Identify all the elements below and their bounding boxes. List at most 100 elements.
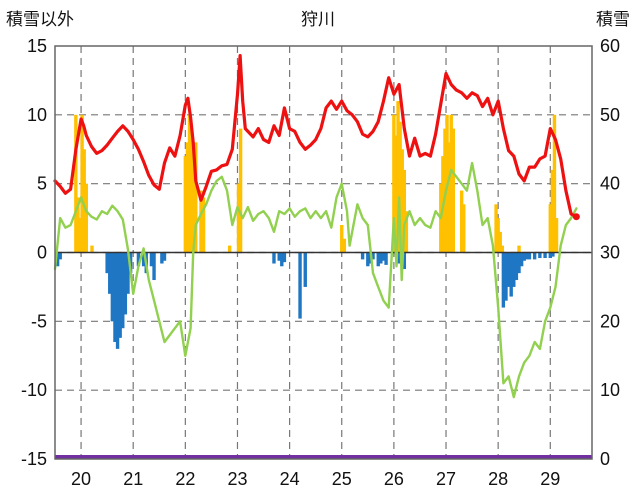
y-right-tick-label: 60 bbox=[600, 36, 620, 56]
y-right-tick-label: 0 bbox=[600, 449, 610, 469]
snow-bar bbox=[517, 245, 521, 253]
snow-bar bbox=[194, 142, 198, 253]
y-left-tick-label: 15 bbox=[27, 36, 47, 56]
snow-bar bbox=[498, 231, 502, 253]
y-left-tick-label: 0 bbox=[37, 243, 47, 263]
snow-bar bbox=[238, 128, 243, 253]
snow-bar bbox=[189, 128, 194, 253]
negative-bar bbox=[55, 252, 60, 267]
snow-bar bbox=[394, 135, 398, 253]
negative-bar bbox=[543, 252, 547, 259]
y-left-tick-label: 5 bbox=[37, 174, 47, 194]
negative-bar bbox=[141, 252, 146, 267]
negative-bar bbox=[371, 252, 375, 260]
plot-frame bbox=[54, 45, 593, 460]
snow-bar bbox=[550, 169, 555, 253]
snow-bar bbox=[74, 114, 78, 253]
y-right-tick-label: 20 bbox=[600, 311, 620, 331]
snow-bar bbox=[447, 142, 451, 253]
x-tick-label: 23 bbox=[227, 469, 247, 489]
x-tick-label: 20 bbox=[71, 469, 91, 489]
red-series-end-point bbox=[572, 213, 580, 221]
snow-bar bbox=[548, 204, 552, 253]
y-axis-left-label: 積雪以外 bbox=[6, 10, 74, 30]
x-tick-label: 29 bbox=[540, 469, 560, 489]
snow-bar bbox=[451, 128, 456, 253]
x-tick-label: 27 bbox=[436, 469, 456, 489]
snow-bar bbox=[494, 204, 498, 253]
negative-bar bbox=[522, 252, 526, 261]
negative-bar bbox=[376, 252, 380, 267]
negative-bar bbox=[517, 252, 521, 274]
negative-bar bbox=[298, 252, 302, 319]
negative-bar bbox=[509, 252, 513, 297]
negative-bar bbox=[514, 252, 519, 281]
negative-bar bbox=[504, 252, 508, 301]
red-series-line bbox=[53, 54, 578, 219]
negative-bar bbox=[108, 252, 112, 294]
negative-bar bbox=[152, 252, 156, 281]
negative-bar bbox=[397, 252, 401, 264]
snow-bar bbox=[402, 169, 407, 253]
negative-bar bbox=[123, 252, 128, 315]
negative-bar bbox=[277, 252, 281, 261]
y-axis-right-label: 積雪 bbox=[596, 10, 630, 30]
negative-bar bbox=[379, 252, 383, 264]
snow-bar bbox=[187, 114, 192, 253]
negative-bar bbox=[551, 252, 555, 257]
snow-bar bbox=[199, 190, 203, 253]
y-left-tick-label: -15 bbox=[21, 449, 47, 469]
negative-bar bbox=[118, 252, 122, 338]
negative-bar bbox=[58, 252, 62, 260]
snow-bar bbox=[80, 114, 84, 253]
snow-bar bbox=[84, 183, 88, 253]
snow-bar bbox=[500, 245, 505, 253]
negative-bar bbox=[381, 252, 386, 261]
negative-bar bbox=[506, 252, 511, 287]
y-left-tick-label: 10 bbox=[27, 105, 47, 125]
snow-bar bbox=[459, 190, 464, 253]
negative-bar bbox=[501, 252, 506, 308]
green-series-line bbox=[53, 161, 578, 399]
x-tick-label: 22 bbox=[175, 469, 195, 489]
negative-bar bbox=[366, 252, 370, 267]
negative-bar bbox=[280, 252, 284, 267]
negative-bar bbox=[136, 252, 141, 267]
negative-bar bbox=[121, 252, 125, 329]
snow-bar bbox=[78, 218, 82, 253]
negative-bar bbox=[532, 252, 537, 260]
snow-bar bbox=[554, 218, 559, 253]
snow-bar bbox=[398, 121, 402, 253]
snow-bar bbox=[76, 197, 80, 253]
snow-bar bbox=[392, 114, 396, 253]
negative-bar bbox=[126, 252, 130, 294]
chart-title: 狩川 bbox=[301, 10, 335, 30]
snow-bar bbox=[191, 156, 196, 253]
snow-bar bbox=[340, 224, 344, 253]
negative-bar bbox=[282, 252, 287, 263]
y-left-tick-label: -5 bbox=[31, 311, 47, 331]
y-right-tick-label: 30 bbox=[600, 243, 620, 263]
snow-bar bbox=[496, 218, 500, 253]
negative-bar bbox=[519, 252, 524, 267]
negative-bar bbox=[512, 252, 516, 287]
negative-bar bbox=[115, 252, 120, 349]
snow-bar bbox=[400, 149, 404, 253]
negative-bar bbox=[527, 252, 532, 260]
negative-bar bbox=[113, 252, 117, 342]
x-tick-label: 21 bbox=[123, 469, 143, 489]
negative-bar bbox=[272, 252, 276, 264]
snow-bar bbox=[185, 142, 190, 253]
snow-bar bbox=[227, 245, 232, 253]
negative-bar bbox=[384, 252, 388, 265]
snow-bar bbox=[462, 204, 466, 253]
x-tick-label: 24 bbox=[280, 469, 300, 489]
negative-bar bbox=[303, 252, 307, 287]
negative-bar bbox=[538, 252, 542, 259]
snow-bar bbox=[552, 114, 557, 253]
snow-bar bbox=[183, 156, 188, 253]
snow-bar bbox=[396, 101, 400, 253]
negative-bar bbox=[105, 252, 109, 274]
negative-bar bbox=[160, 252, 164, 264]
